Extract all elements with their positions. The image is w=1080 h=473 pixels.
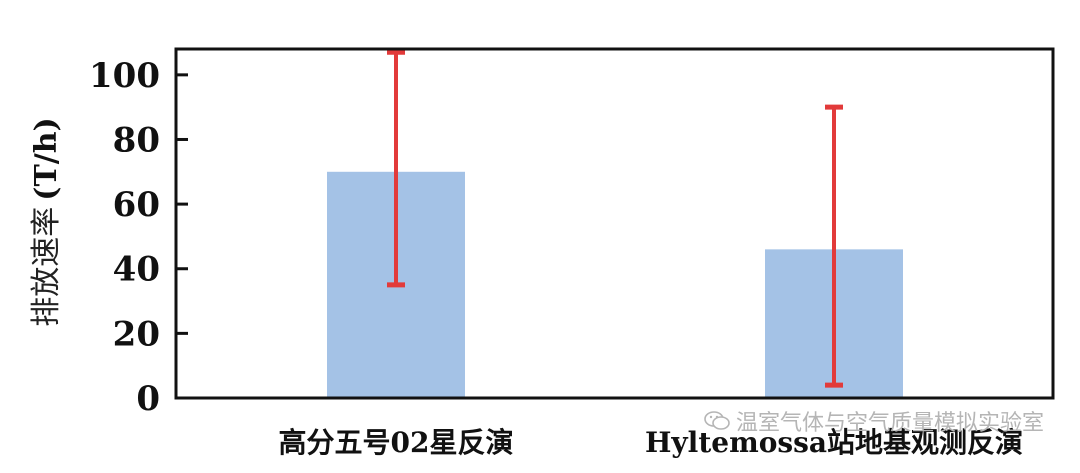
- error-bars-group: [387, 49, 843, 388]
- x-category-label-1: 高分五号02星反演: [279, 426, 514, 459]
- y-tick-label: 80: [113, 120, 160, 160]
- y-ticks-group: 0 20 40 60 80 100: [89, 56, 188, 419]
- y-tick-label: 40: [113, 250, 160, 290]
- bars-group: [327, 171, 903, 398]
- x-category-labels: 高分五号02星反演 Hyltemossa站地基观测反演: [279, 426, 1024, 459]
- plot-frame: [174, 47, 1055, 400]
- y-tick-label: 20: [113, 314, 160, 354]
- y-tick-label: 60: [113, 185, 160, 225]
- y-axis-title: 排放速率(T/h): [29, 117, 64, 326]
- y-tick-label: 0: [136, 379, 160, 419]
- wechat-icon: [704, 411, 730, 430]
- y-tick-label: 100: [89, 56, 160, 96]
- watermark: 温室气体与空气质量模拟实验室: [704, 405, 1044, 437]
- x-category-label-2: Hyltemossa站地基观测反演: [645, 426, 1023, 459]
- watermark-text: 温室气体与空气质量模拟实验室: [735, 411, 1044, 436]
